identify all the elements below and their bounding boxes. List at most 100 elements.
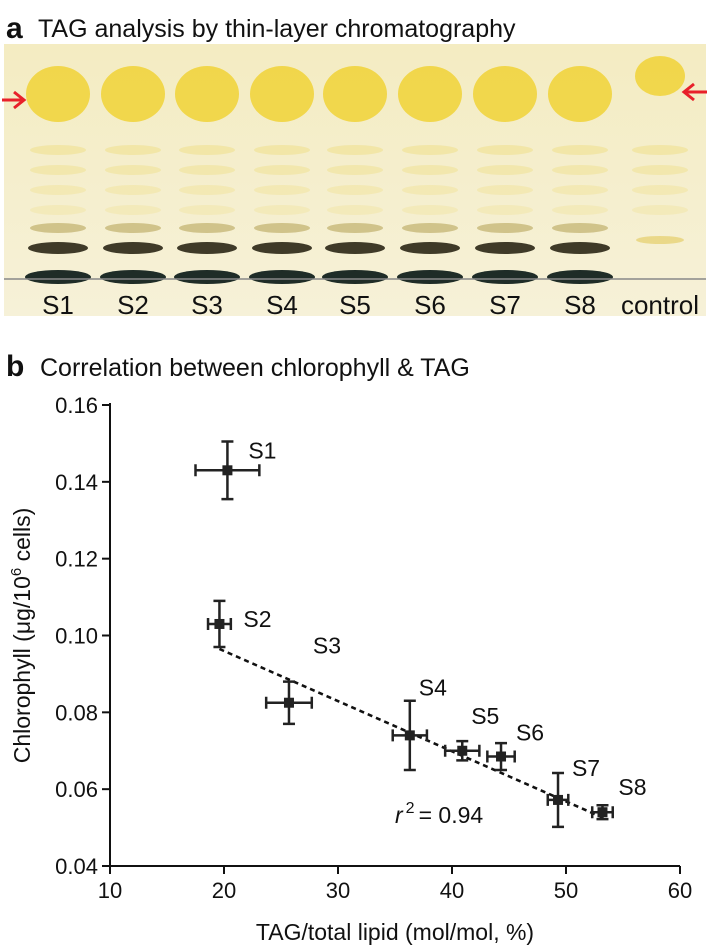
faint-band bbox=[179, 205, 235, 215]
point bbox=[496, 751, 507, 762]
faint-band bbox=[477, 185, 533, 195]
tag-spot bbox=[398, 66, 462, 122]
panel-letter: a bbox=[6, 12, 23, 45]
faint-band bbox=[327, 205, 383, 215]
faint-band bbox=[632, 185, 688, 195]
x-tick-label: 50 bbox=[554, 878, 578, 903]
faint-band bbox=[552, 205, 608, 215]
lane-label: S3 bbox=[191, 290, 223, 320]
chart: 0.04 0.06 0.08 0.10 0.12 0.14 0.16 10 20 30 40 50 60… bbox=[8, 393, 692, 945]
dark-band bbox=[28, 242, 88, 254]
x-tick-label: 60 bbox=[668, 878, 692, 903]
point bbox=[553, 794, 564, 805]
origin-band bbox=[25, 270, 91, 284]
band bbox=[179, 223, 235, 233]
dark-band bbox=[400, 242, 460, 254]
faint-band bbox=[632, 145, 688, 155]
dark-band bbox=[325, 242, 385, 254]
dark-band bbox=[550, 242, 610, 254]
faint-band bbox=[327, 145, 383, 155]
point bbox=[214, 618, 225, 629]
band bbox=[552, 223, 608, 233]
y-tick-label: 0.16 bbox=[55, 393, 98, 418]
faint-band bbox=[402, 165, 458, 175]
tag-spot bbox=[250, 66, 314, 122]
annotation-text: = 0.94 bbox=[419, 802, 484, 828]
lane-label: S7 bbox=[489, 290, 521, 320]
faint-band bbox=[327, 165, 383, 175]
band bbox=[402, 223, 458, 233]
faint-band bbox=[254, 165, 310, 175]
dark-band bbox=[475, 242, 535, 254]
tag-spot bbox=[473, 66, 537, 122]
point-label: S3 bbox=[313, 633, 341, 659]
faint-band bbox=[105, 205, 161, 215]
faint-band bbox=[179, 165, 235, 175]
point bbox=[222, 465, 233, 476]
origin-band bbox=[322, 270, 388, 284]
faint-band bbox=[477, 205, 533, 215]
y-tick-label: 0.12 bbox=[55, 547, 98, 572]
chart-title: Correlation between chlorophyll & TAG bbox=[40, 354, 470, 382]
point bbox=[597, 807, 608, 818]
tag-spot bbox=[548, 66, 612, 122]
arrow bbox=[681, 82, 707, 102]
band bbox=[254, 223, 310, 233]
x-axis-label: TAG/total lipid (mol/mol, %) bbox=[256, 919, 534, 945]
faint-band bbox=[105, 145, 161, 155]
point-label: S5 bbox=[471, 703, 499, 729]
y-label-part: cells) bbox=[9, 508, 35, 568]
panel-letter: b bbox=[6, 350, 24, 383]
faint-band bbox=[402, 205, 458, 215]
point-label: S2 bbox=[243, 606, 271, 632]
tag-spot bbox=[323, 66, 387, 122]
faint-band bbox=[105, 185, 161, 195]
point-label: S8 bbox=[618, 774, 646, 800]
faint-band bbox=[477, 165, 533, 175]
band bbox=[327, 223, 383, 233]
lanes: S1 S2 S3 S4 S5 S6 S7 S8 control bbox=[25, 56, 699, 320]
faint-band bbox=[477, 145, 533, 155]
faint-band bbox=[402, 185, 458, 195]
lane-label: S8 bbox=[564, 290, 596, 320]
origin-band bbox=[547, 270, 613, 284]
y-tick-label: 0.10 bbox=[55, 624, 98, 649]
faint-band bbox=[254, 185, 310, 195]
origin-band bbox=[249, 270, 315, 284]
annotation: r 2 = 0.94 bbox=[395, 800, 483, 828]
y-tick-label: 0.06 bbox=[55, 777, 98, 802]
tag-spot bbox=[175, 66, 239, 122]
faint-band bbox=[30, 205, 86, 215]
dark-band bbox=[177, 242, 237, 254]
lane-label: control bbox=[621, 290, 699, 320]
faint-band bbox=[402, 145, 458, 155]
point-label: S4 bbox=[419, 674, 447, 700]
origin-band bbox=[174, 270, 240, 284]
faint-band bbox=[254, 145, 310, 155]
band bbox=[105, 223, 161, 233]
y-label-part: Chlorophyll (μg/10 bbox=[9, 576, 35, 763]
faint-band bbox=[30, 165, 86, 175]
origin-band bbox=[397, 270, 463, 284]
point bbox=[283, 697, 294, 708]
band bbox=[636, 236, 684, 244]
lane-label: S5 bbox=[339, 290, 371, 320]
tag-spot bbox=[26, 66, 90, 122]
faint-band bbox=[632, 165, 688, 175]
faint-band bbox=[327, 185, 383, 195]
annotation-symbol: r bbox=[395, 802, 404, 828]
y-tick-label: 0.04 bbox=[55, 854, 98, 879]
point-label: S7 bbox=[572, 755, 600, 781]
point bbox=[404, 730, 415, 741]
band bbox=[30, 223, 86, 233]
x-tick-label: 10 bbox=[98, 878, 122, 903]
faint-band bbox=[552, 165, 608, 175]
faint-band bbox=[30, 185, 86, 195]
annotation-superscript: 2 bbox=[406, 800, 415, 817]
faint-band bbox=[552, 185, 608, 195]
lane-label: S1 bbox=[42, 290, 74, 320]
faint-band bbox=[105, 165, 161, 175]
arrow bbox=[2, 90, 27, 110]
point-label: S1 bbox=[248, 437, 276, 463]
